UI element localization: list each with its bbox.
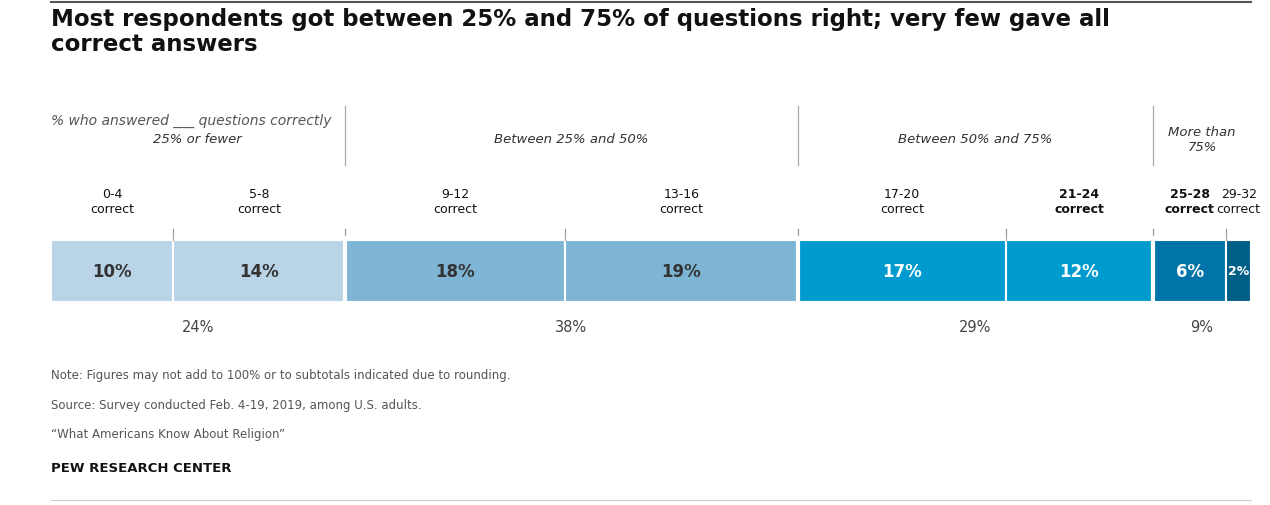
Text: 2%: 2%	[1228, 265, 1250, 278]
Text: More than
75%: More than 75%	[1168, 126, 1236, 154]
Text: 24%: 24%	[182, 320, 213, 335]
Text: Source: Survey conducted Feb. 4-19, 2019, among U.S. adults.: Source: Survey conducted Feb. 4-19, 2019…	[51, 398, 422, 411]
Text: 13-16
correct: 13-16 correct	[659, 188, 704, 216]
Text: 38%: 38%	[555, 320, 587, 335]
Text: 25% or fewer: 25% or fewer	[154, 133, 243, 146]
Text: 9%: 9%	[1190, 320, 1213, 335]
FancyBboxPatch shape	[798, 240, 1006, 302]
FancyBboxPatch shape	[51, 240, 173, 302]
Text: 25-28
correct: 25-28 correct	[1165, 188, 1214, 216]
Text: Most respondents got between 25% and 75% of questions right; very few gave all
c: Most respondents got between 25% and 75%…	[51, 8, 1110, 56]
Text: 9-12
correct: 9-12 correct	[433, 188, 478, 216]
Text: 19%: 19%	[662, 263, 701, 280]
Text: Between 25% and 50%: Between 25% and 50%	[494, 133, 649, 146]
Text: PEW RESEARCH CENTER: PEW RESEARCH CENTER	[51, 462, 231, 475]
Text: 0-4
correct: 0-4 correct	[90, 188, 135, 216]
Text: 12%: 12%	[1059, 263, 1100, 280]
Text: 29-32
correct: 29-32 correct	[1217, 188, 1261, 216]
FancyBboxPatch shape	[1227, 240, 1251, 302]
Text: “What Americans Know About Religion”: “What Americans Know About Religion”	[51, 427, 284, 440]
Text: Between 50% and 75%: Between 50% and 75%	[898, 133, 1053, 146]
FancyBboxPatch shape	[344, 240, 565, 302]
Text: 21-24
correct: 21-24 correct	[1054, 188, 1105, 216]
FancyBboxPatch shape	[565, 240, 798, 302]
Text: 18%: 18%	[436, 263, 475, 280]
Text: 17%: 17%	[883, 263, 922, 280]
FancyBboxPatch shape	[173, 240, 344, 302]
Text: 6%: 6%	[1176, 263, 1204, 280]
FancyBboxPatch shape	[1006, 240, 1153, 302]
Text: 29%: 29%	[959, 320, 992, 335]
Text: Note: Figures may not add to 100% or to subtotals indicated due to rounding.: Note: Figures may not add to 100% or to …	[51, 369, 511, 382]
Text: 14%: 14%	[239, 263, 279, 280]
FancyBboxPatch shape	[1153, 240, 1227, 302]
Text: % who answered ___ questions correctly: % who answered ___ questions correctly	[51, 114, 331, 128]
Text: 10%: 10%	[93, 263, 132, 280]
Text: 5-8
correct: 5-8 correct	[237, 188, 281, 216]
Text: 17-20
correct: 17-20 correct	[880, 188, 925, 216]
